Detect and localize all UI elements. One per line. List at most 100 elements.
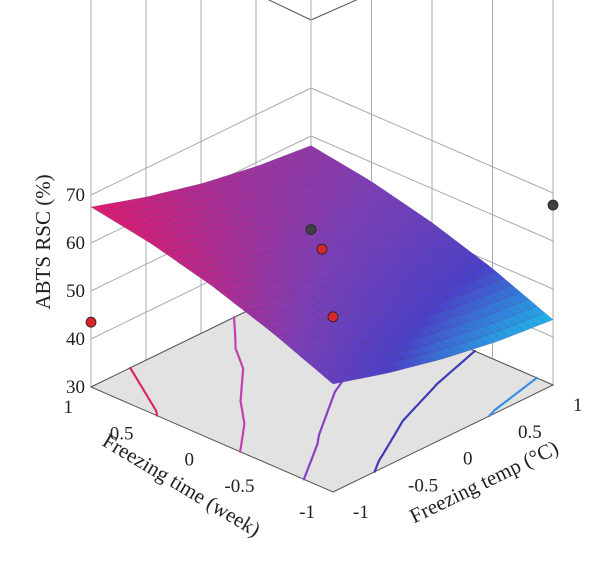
surface-cell (344, 269, 362, 279)
surface-cell (455, 333, 473, 343)
surface-cell (337, 271, 355, 281)
design-point (305, 224, 317, 236)
surface-cell (321, 259, 338, 269)
surface-cell (261, 191, 279, 199)
surface-cell (356, 316, 374, 326)
contour-line (488, 376, 538, 418)
surface-cell (345, 362, 363, 372)
surface-cell (427, 351, 444, 361)
surface-cell (421, 279, 438, 289)
surface-cell (401, 313, 418, 323)
surface-cell (324, 375, 341, 385)
surface-cell (220, 231, 238, 240)
surface-cell (317, 219, 335, 228)
surface-cell (378, 311, 396, 321)
surface-cell (307, 353, 325, 363)
surface-cell (336, 339, 353, 349)
surface-cell (193, 183, 210, 191)
response-surface (90, 145, 554, 385)
surface-cell (438, 301, 455, 311)
surface-cell (334, 322, 352, 332)
surface-cell (297, 163, 314, 172)
surface-cell (412, 355, 429, 365)
surface-cell (406, 284, 424, 294)
surface-cell (254, 268, 272, 277)
surface-cell (407, 292, 424, 303)
surface-cell (195, 203, 212, 211)
surface-cell (311, 319, 329, 328)
surface-cell (336, 254, 353, 264)
surface-cell (416, 308, 433, 319)
surface-cell (262, 274, 280, 283)
design-point (547, 199, 559, 211)
surface-cell (385, 211, 402, 221)
surface-cell (145, 227, 163, 235)
surface-cell (288, 228, 305, 238)
x-tick-label: -0.5 (408, 475, 438, 496)
surface-cell (369, 287, 386, 297)
surface-cell (409, 319, 426, 330)
y-tick-label: -0.5 (224, 476, 254, 497)
surface-cell (421, 287, 439, 298)
contour-line (129, 366, 159, 417)
surface-cell (286, 205, 303, 214)
surface-cell (453, 305, 470, 316)
surface-cell (471, 337, 488, 348)
surface-cell (499, 317, 517, 328)
surface-cell (214, 241, 231, 249)
surface-cell (113, 207, 130, 215)
surface-cell (405, 357, 422, 367)
z-tick-label: 40 (66, 329, 85, 350)
surface-cell (201, 264, 219, 273)
surface-cell (383, 363, 400, 373)
surface-cell (485, 332, 503, 343)
surface-cell (381, 345, 399, 355)
surface-cell (413, 281, 431, 291)
x-tick-label: 1 (573, 395, 583, 416)
surface-cell (284, 191, 302, 200)
surface-cell (210, 206, 228, 214)
surface-cell (537, 312, 554, 323)
surface-cell (397, 269, 415, 279)
design-point (327, 311, 339, 323)
surface-cell (352, 181, 369, 191)
surface-cell (312, 327, 330, 337)
surface-cell (211, 284, 228, 293)
surface-cell (414, 290, 432, 300)
surface-cell (282, 246, 300, 255)
surface-cell (388, 254, 406, 264)
surface-cell (262, 198, 280, 207)
surface-cell (387, 236, 404, 247)
surface-cell (383, 194, 401, 204)
surface-cell (429, 285, 446, 295)
surface-cell (182, 220, 199, 228)
design-points (85, 199, 559, 328)
surface-cell (485, 322, 502, 334)
surface-cell (239, 191, 256, 199)
surface-cell (328, 174, 346, 183)
surface-cell (374, 347, 391, 357)
surface-cell (341, 312, 358, 321)
surface-cell (216, 190, 234, 199)
tick-labels: 30 40 50 60 70 -1 -0.5 0 0.5 1 -1 -0.5 0 0.5 1 (64, 185, 583, 523)
surface-cell (97, 204, 115, 211)
surface-cell (391, 288, 409, 299)
z-tick-label: 60 (66, 233, 85, 254)
surface-cell (372, 242, 390, 252)
surface-cell (297, 322, 314, 331)
surface-cell (138, 228, 155, 236)
surface-cell (394, 315, 411, 326)
surface-cell (410, 338, 428, 348)
surface-cell (460, 302, 478, 313)
surface-cell (143, 214, 161, 222)
surface-cell (474, 277, 491, 288)
surface-cell (183, 233, 201, 241)
surface-cell (250, 300, 267, 309)
surface-cell (404, 348, 421, 358)
surface-cell (253, 186, 271, 195)
surface-cell (462, 330, 480, 341)
surface-cell (306, 183, 324, 192)
surface-cell (394, 233, 412, 244)
surface-cell (323, 367, 341, 376)
surface-cell (275, 326, 292, 335)
